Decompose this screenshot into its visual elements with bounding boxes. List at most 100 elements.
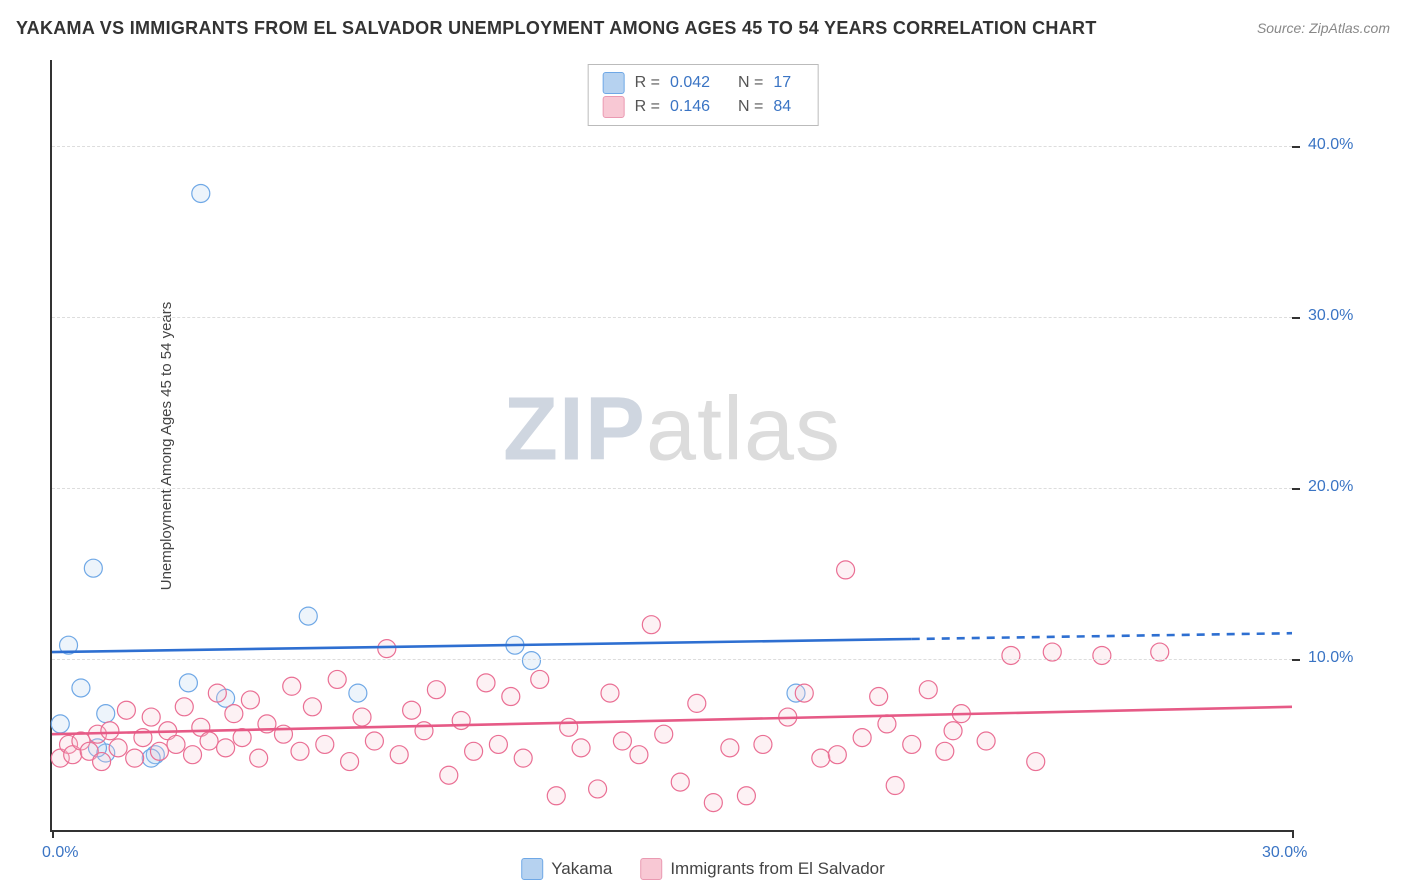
plot-area: ZIPatlas xyxy=(50,60,1292,832)
y-tick-mark xyxy=(1292,488,1300,490)
stats-legend-row: R =0.146N =84 xyxy=(603,95,804,119)
data-point xyxy=(754,735,772,753)
data-point xyxy=(415,722,433,740)
data-point xyxy=(291,742,309,760)
data-point xyxy=(150,742,168,760)
source-attribution: Source: ZipAtlas.com xyxy=(1257,20,1390,36)
data-point xyxy=(589,780,607,798)
legend-swatch xyxy=(603,72,625,94)
data-point xyxy=(208,684,226,702)
data-point xyxy=(353,708,371,726)
data-point xyxy=(630,746,648,764)
data-point xyxy=(870,688,888,706)
series-legend-item: Immigrants from El Salvador xyxy=(640,858,884,880)
data-point xyxy=(531,670,549,688)
legend-text: R = xyxy=(635,98,660,116)
data-point xyxy=(477,674,495,692)
data-point xyxy=(316,735,334,753)
legend-text: 0.042 xyxy=(670,74,728,92)
chart-title: YAKAMA VS IMMIGRANTS FROM EL SALVADOR UN… xyxy=(16,18,1097,39)
data-point xyxy=(328,670,346,688)
data-point xyxy=(688,694,706,712)
data-point xyxy=(721,739,739,757)
stats-legend-row: R =0.042N =17 xyxy=(603,71,804,95)
y-tick-label: 40.0% xyxy=(1308,136,1353,154)
data-point xyxy=(812,749,830,767)
data-point xyxy=(601,684,619,702)
data-point xyxy=(642,616,660,634)
data-point xyxy=(175,698,193,716)
data-point xyxy=(241,691,259,709)
data-point xyxy=(613,732,631,750)
data-point xyxy=(427,681,445,699)
data-point xyxy=(514,749,532,767)
data-point xyxy=(560,718,578,736)
data-point xyxy=(142,708,160,726)
data-point xyxy=(919,681,937,699)
data-point xyxy=(390,746,408,764)
data-point xyxy=(283,677,301,695)
gridline xyxy=(52,659,1292,660)
data-point xyxy=(217,739,235,757)
data-point xyxy=(944,722,962,740)
data-point xyxy=(84,559,102,577)
data-point xyxy=(167,735,185,753)
legend-text: 0.146 xyxy=(670,98,728,116)
data-point xyxy=(737,787,755,805)
data-point xyxy=(878,715,896,733)
x-tick-mark xyxy=(1292,830,1294,838)
legend-swatch xyxy=(603,96,625,118)
data-point xyxy=(853,729,871,747)
series-legend-item: Yakama xyxy=(521,858,612,880)
x-tick-mark xyxy=(52,830,54,838)
plot-svg xyxy=(52,60,1292,830)
x-tick-label: 0.0% xyxy=(42,844,78,862)
data-point xyxy=(72,679,90,697)
data-point xyxy=(1027,753,1045,771)
legend-swatch xyxy=(521,858,543,880)
data-point xyxy=(303,698,321,716)
data-point xyxy=(1002,646,1020,664)
data-point xyxy=(977,732,995,750)
data-point xyxy=(109,739,127,757)
y-tick-mark xyxy=(1292,317,1300,319)
data-point xyxy=(936,742,954,760)
data-point xyxy=(225,705,243,723)
chart-container: YAKAMA VS IMMIGRANTS FROM EL SALVADOR UN… xyxy=(0,0,1406,892)
data-point xyxy=(572,739,590,757)
legend-text: 84 xyxy=(773,98,803,116)
data-point xyxy=(795,684,813,702)
stats-legend: R =0.042N =17R =0.146N =84 xyxy=(588,64,819,126)
data-point xyxy=(452,711,470,729)
data-point xyxy=(349,684,367,702)
gridline xyxy=(52,146,1292,147)
data-point xyxy=(97,705,115,723)
data-point xyxy=(126,749,144,767)
data-point xyxy=(192,184,210,202)
data-point xyxy=(403,701,421,719)
x-tick-label: 30.0% xyxy=(1262,844,1307,862)
data-point xyxy=(903,735,921,753)
data-point xyxy=(704,794,722,812)
data-point xyxy=(184,746,202,764)
trend-line-extrapolated xyxy=(912,633,1292,639)
gridline xyxy=(52,317,1292,318)
data-point xyxy=(101,722,119,740)
data-point xyxy=(250,749,268,767)
data-point xyxy=(179,674,197,692)
data-point xyxy=(655,725,673,743)
data-point xyxy=(489,735,507,753)
data-point xyxy=(886,777,904,795)
data-point xyxy=(117,701,135,719)
y-tick-label: 10.0% xyxy=(1308,649,1353,667)
data-point xyxy=(522,652,540,670)
legend-text: N = xyxy=(738,74,763,92)
data-point xyxy=(93,753,111,771)
y-tick-label: 20.0% xyxy=(1308,478,1353,496)
y-tick-mark xyxy=(1292,659,1300,661)
data-point xyxy=(671,773,689,791)
data-point xyxy=(51,715,69,733)
y-tick-label: 30.0% xyxy=(1308,307,1353,325)
data-point xyxy=(341,753,359,771)
data-point xyxy=(465,742,483,760)
